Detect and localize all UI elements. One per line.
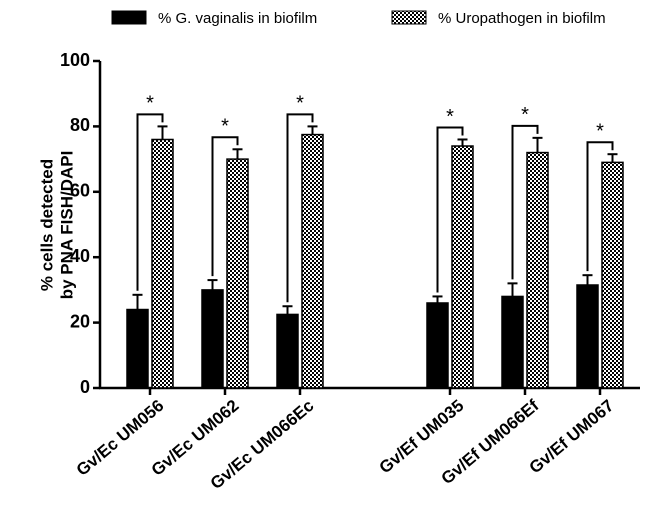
y-axis-label-line: % cells detected — [37, 159, 56, 291]
significance-bracket — [436, 126, 464, 293]
bar — [151, 138, 174, 389]
bar — [426, 302, 449, 389]
bar — [601, 161, 624, 389]
legend-label: % Uropathogen in biofilm — [438, 10, 606, 27]
bar — [126, 308, 149, 389]
y-tick-label: 80 — [70, 115, 90, 135]
significance-bracket — [211, 136, 239, 277]
bar — [226, 158, 249, 389]
y-tick-label: 100 — [60, 50, 90, 70]
significance-bracket — [136, 113, 164, 291]
y-tick-label: 0 — [80, 377, 90, 397]
significance-bracket — [586, 141, 614, 272]
bar — [526, 151, 549, 389]
y-tick-label: 40 — [70, 246, 90, 266]
significance-label: * — [521, 104, 529, 126]
y-axis-label: % cells detected by PNA FISH/DAPI — [37, 151, 76, 300]
significance-label: * — [296, 93, 304, 115]
legend-swatch — [391, 10, 427, 25]
legend-label: % G. vaginalis in biofilm — [158, 10, 317, 27]
bar — [301, 133, 324, 389]
bar — [276, 313, 299, 389]
bar — [576, 284, 599, 389]
significance-label: * — [596, 120, 604, 142]
significance-label: * — [146, 93, 154, 115]
bar — [451, 145, 474, 389]
significance-bracket — [511, 124, 539, 280]
bar — [201, 289, 224, 389]
y-axis-label-line: by PNA FISH/DAPI — [57, 151, 76, 300]
significance-bracket — [286, 113, 314, 303]
y-tick-label: 20 — [70, 311, 90, 331]
significance-label: * — [221, 116, 229, 138]
bar — [501, 295, 524, 389]
legend-swatch — [111, 10, 147, 25]
significance-label: * — [446, 106, 454, 128]
y-tick-label: 60 — [70, 181, 90, 201]
